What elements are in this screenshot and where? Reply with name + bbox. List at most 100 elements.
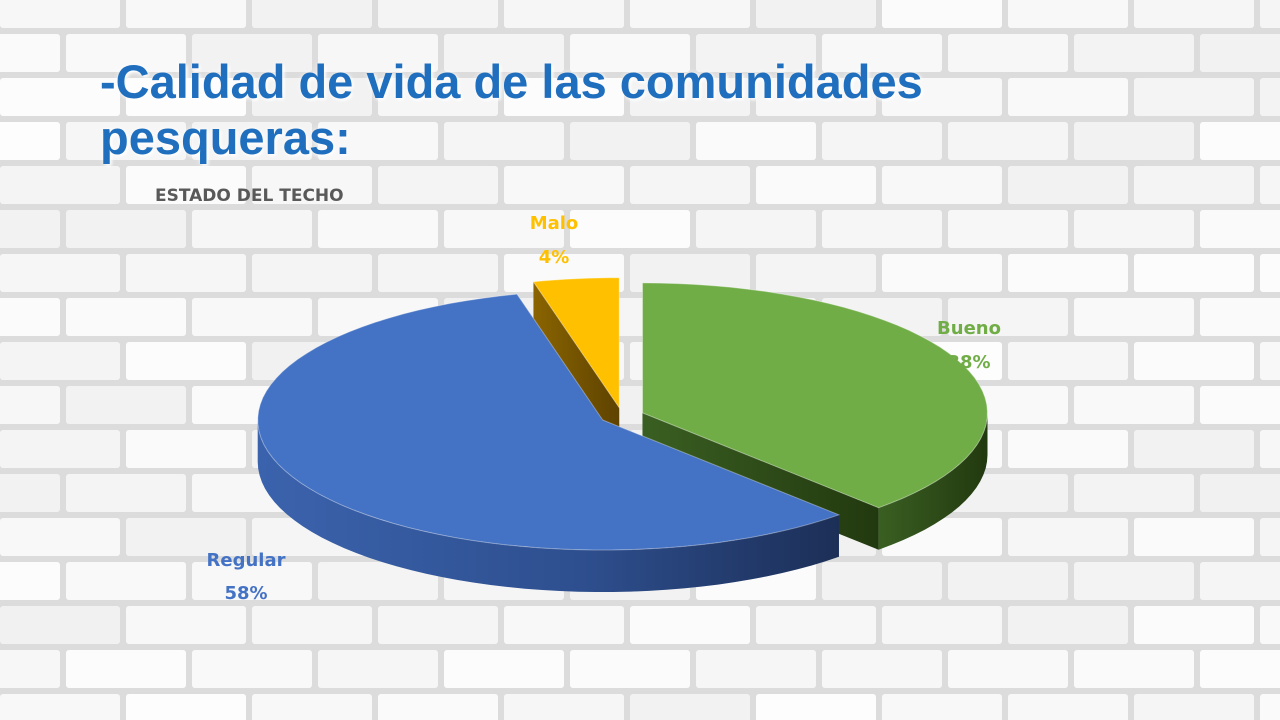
brick bbox=[1134, 78, 1254, 116]
brick bbox=[1008, 430, 1128, 468]
brick bbox=[318, 562, 438, 600]
brick bbox=[0, 606, 120, 644]
brick bbox=[66, 562, 186, 600]
brick bbox=[252, 606, 372, 644]
brick bbox=[0, 210, 60, 248]
slice-label-malo: Malo bbox=[530, 213, 579, 234]
brick bbox=[378, 0, 498, 28]
brick bbox=[1134, 518, 1254, 556]
brick bbox=[444, 210, 564, 248]
brick bbox=[756, 0, 876, 28]
brick bbox=[252, 78, 372, 116]
brick bbox=[630, 78, 750, 116]
brick bbox=[1260, 606, 1280, 644]
brick bbox=[0, 298, 60, 336]
brick bbox=[1200, 562, 1280, 600]
brick bbox=[630, 0, 750, 28]
brick bbox=[0, 518, 120, 556]
brick bbox=[318, 122, 438, 160]
brick bbox=[1260, 0, 1280, 28]
brick bbox=[1008, 694, 1128, 720]
brick bbox=[504, 606, 624, 644]
brick bbox=[192, 122, 312, 160]
brick bbox=[1074, 34, 1194, 72]
brick bbox=[0, 122, 60, 160]
brick bbox=[1134, 606, 1254, 644]
brick bbox=[318, 210, 438, 248]
brick bbox=[252, 0, 372, 28]
brick bbox=[1008, 78, 1128, 116]
brick bbox=[1134, 0, 1254, 28]
brick bbox=[66, 650, 186, 688]
brick bbox=[696, 650, 816, 688]
brick bbox=[318, 650, 438, 688]
brick bbox=[1260, 342, 1280, 380]
brick bbox=[0, 474, 60, 512]
brick bbox=[630, 166, 750, 204]
brick bbox=[126, 518, 246, 556]
brick bbox=[1260, 254, 1280, 292]
slice-value-bueno: 38% bbox=[947, 352, 990, 373]
brick bbox=[756, 606, 876, 644]
brick bbox=[126, 254, 246, 292]
pie-slice-malo bbox=[532, 277, 620, 410]
brick bbox=[1074, 298, 1194, 336]
brick bbox=[378, 78, 498, 116]
brick bbox=[0, 694, 120, 720]
brick bbox=[126, 78, 246, 116]
brick bbox=[570, 122, 690, 160]
brick bbox=[1260, 166, 1280, 204]
brick bbox=[126, 430, 246, 468]
brick bbox=[504, 166, 624, 204]
brick bbox=[1074, 122, 1194, 160]
brick bbox=[630, 606, 750, 644]
brick bbox=[66, 34, 186, 72]
pie-slice-bueno bbox=[642, 282, 988, 509]
brick bbox=[822, 562, 942, 600]
brick bbox=[570, 650, 690, 688]
brick bbox=[252, 254, 372, 292]
slice-value-regular: 58% bbox=[224, 583, 267, 604]
brick bbox=[1074, 386, 1194, 424]
brick bbox=[1260, 694, 1280, 720]
brick bbox=[318, 34, 438, 72]
chart-title: ESTADO DEL TECHO bbox=[155, 186, 344, 206]
brick bbox=[252, 166, 372, 204]
brick bbox=[126, 166, 246, 204]
brick bbox=[570, 210, 690, 248]
brick bbox=[1008, 0, 1128, 28]
brick bbox=[66, 474, 186, 512]
brick bbox=[948, 34, 1068, 72]
brick bbox=[378, 694, 498, 720]
brick bbox=[1134, 342, 1254, 380]
brick bbox=[882, 254, 1002, 292]
brick bbox=[1134, 694, 1254, 720]
brick bbox=[0, 166, 120, 204]
brick bbox=[192, 210, 312, 248]
brick bbox=[1200, 298, 1280, 336]
brick bbox=[882, 0, 1002, 28]
brick bbox=[822, 210, 942, 248]
brick bbox=[1200, 210, 1280, 248]
brick bbox=[378, 606, 498, 644]
brick bbox=[0, 254, 120, 292]
brick bbox=[66, 210, 186, 248]
brick bbox=[192, 34, 312, 72]
brick bbox=[696, 122, 816, 160]
brick bbox=[948, 122, 1068, 160]
pie-slice-regular bbox=[257, 293, 841, 551]
brick bbox=[0, 0, 120, 28]
brick bbox=[378, 254, 498, 292]
brick bbox=[1134, 166, 1254, 204]
brick bbox=[1008, 166, 1128, 204]
brick bbox=[948, 650, 1068, 688]
brick bbox=[192, 562, 312, 600]
slice-value-malo: 4% bbox=[539, 247, 570, 268]
brick bbox=[0, 78, 120, 116]
slice-wall-regular bbox=[257, 420, 839, 592]
brick bbox=[1134, 254, 1254, 292]
brick bbox=[756, 78, 876, 116]
brick bbox=[66, 298, 186, 336]
brick bbox=[504, 0, 624, 28]
